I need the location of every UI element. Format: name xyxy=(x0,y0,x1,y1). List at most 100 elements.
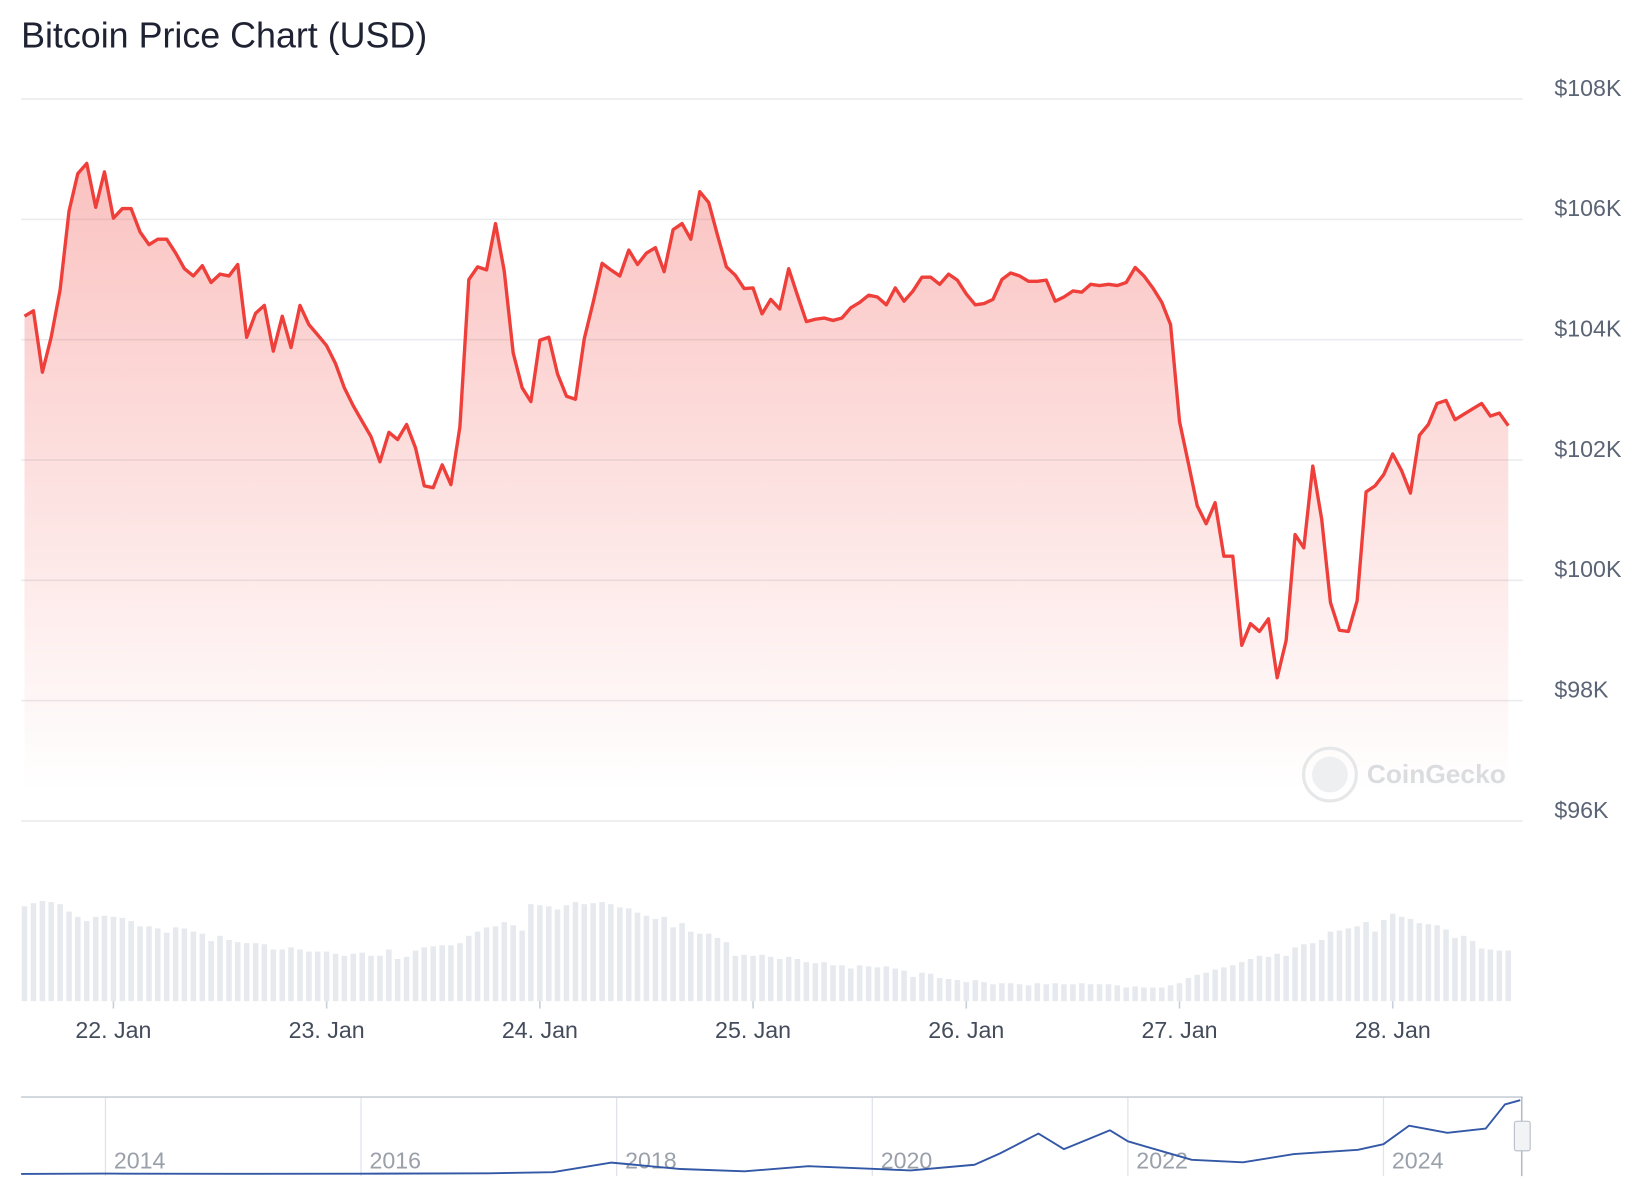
volume-bar xyxy=(1247,958,1254,1002)
volume-bar xyxy=(1096,984,1103,1002)
navigator-tick-label: 2016 xyxy=(369,1148,421,1174)
volume-bar xyxy=(270,949,277,1002)
watermark: CoinGecko xyxy=(1302,746,1506,803)
volume-bar xyxy=(279,949,286,1002)
volume-bar xyxy=(634,912,641,1002)
volume-bar xyxy=(1176,983,1183,1002)
volume-bar xyxy=(954,980,961,1002)
volume-bar xyxy=(910,976,916,1002)
x-tick-label: 28. Jan xyxy=(1355,1017,1431,1043)
volume-bar xyxy=(350,953,357,1002)
volume-bar xyxy=(519,930,525,1002)
x-tick-label: 22. Jan xyxy=(75,1017,151,1043)
volume-bar xyxy=(234,942,241,1002)
volume-bar xyxy=(803,962,810,1002)
volume-bar xyxy=(1318,940,1325,1002)
volume-bar xyxy=(483,927,490,1002)
volume-bar xyxy=(972,980,979,1002)
volume-bar xyxy=(501,922,508,1002)
volume-bar xyxy=(963,982,970,1002)
volume-bar xyxy=(999,983,1005,1002)
volume-bar xyxy=(1007,983,1014,1002)
volume-bar xyxy=(226,940,232,1002)
volume-bar xyxy=(1389,913,1396,1002)
volume-bar xyxy=(119,917,126,1002)
volume-bar xyxy=(101,915,108,1002)
volume-bar xyxy=(323,951,330,1002)
volume-bar xyxy=(821,962,827,1002)
volume-bar xyxy=(1452,937,1458,1002)
volume-bar xyxy=(466,935,472,1002)
volume-bar xyxy=(581,904,587,1002)
volume-bar xyxy=(1310,943,1316,1002)
volume-bar xyxy=(981,982,987,1002)
x-tick-label: 27. Jan xyxy=(1142,1017,1218,1043)
navigator-tick-label: 2018 xyxy=(625,1148,677,1174)
volume-bar xyxy=(794,958,801,1002)
volume-bar xyxy=(57,904,63,1002)
navigator-tick-label: 2014 xyxy=(114,1148,166,1174)
volume-bar xyxy=(181,928,188,1002)
x-tick-label: 24. Jan xyxy=(502,1017,578,1043)
navigator-handle-grip[interactable] xyxy=(1513,1120,1531,1152)
volume-bar xyxy=(163,932,170,1002)
volume-bar xyxy=(1345,928,1352,1002)
volume-bar xyxy=(492,926,499,1002)
volume-bar xyxy=(643,915,650,1002)
volume-bar xyxy=(386,949,392,1002)
volume-bar xyxy=(474,931,481,1002)
volume-bar xyxy=(421,947,428,1002)
volume-bar xyxy=(66,911,72,1002)
volume-bar xyxy=(1203,972,1209,1002)
x-tick-label: 23. Jan xyxy=(289,1017,365,1043)
volume-bar xyxy=(332,953,339,1002)
volume-bar xyxy=(448,945,454,1002)
volume-bar xyxy=(679,923,685,1002)
volume-bar xyxy=(776,958,783,1002)
volume-bar xyxy=(1274,953,1280,1002)
volume-bar xyxy=(154,928,161,1002)
volume-bar xyxy=(128,921,134,1002)
volume-bar xyxy=(1372,931,1378,1002)
volume-bar xyxy=(1185,977,1192,1002)
volume-bar xyxy=(767,956,774,1002)
volume-bar xyxy=(1398,916,1405,1002)
volume-bar xyxy=(208,941,214,1002)
volume-bar xyxy=(705,933,712,1002)
volume-bar xyxy=(537,905,543,1002)
y-tick-label: $108K xyxy=(1554,75,1622,101)
volume-bar xyxy=(901,970,907,1002)
volume-bar xyxy=(359,952,366,1002)
volume-bar xyxy=(1301,944,1307,1002)
volume-bar xyxy=(1469,941,1476,1002)
chart-title: Bitcoin Price Chart (USD) xyxy=(21,15,427,55)
volume-bar xyxy=(439,945,445,1002)
volume-bar xyxy=(865,966,872,1002)
volume-bar xyxy=(252,943,259,1002)
volume-bar xyxy=(723,942,730,1002)
volume-bar xyxy=(1292,947,1298,1002)
volume-bar xyxy=(1336,930,1343,1002)
volume-bar xyxy=(1043,984,1050,1002)
navigator-handle[interactable] xyxy=(1513,1097,1531,1177)
volume-bar xyxy=(1212,969,1218,1002)
volume-bar xyxy=(412,950,419,1002)
volume-bar xyxy=(839,965,845,1002)
volume-bar xyxy=(110,916,117,1002)
volume-bar xyxy=(856,965,863,1002)
volume-bar xyxy=(199,933,206,1002)
volume-bar xyxy=(21,906,28,1002)
volume-bar xyxy=(261,944,268,1002)
volume-bar xyxy=(883,966,890,1002)
y-tick-label: $104K xyxy=(1554,316,1622,342)
volume-bar xyxy=(83,921,90,1002)
volume-bar xyxy=(1460,935,1467,1002)
volume-bar xyxy=(1425,924,1432,1002)
volume-bar xyxy=(1132,986,1138,1002)
volume-bar xyxy=(1087,984,1094,1002)
volume-bar xyxy=(341,955,348,1002)
volume-bar xyxy=(1052,983,1058,1002)
volume-bar xyxy=(528,904,534,1002)
x-tick-label: 26. Jan xyxy=(928,1017,1004,1043)
